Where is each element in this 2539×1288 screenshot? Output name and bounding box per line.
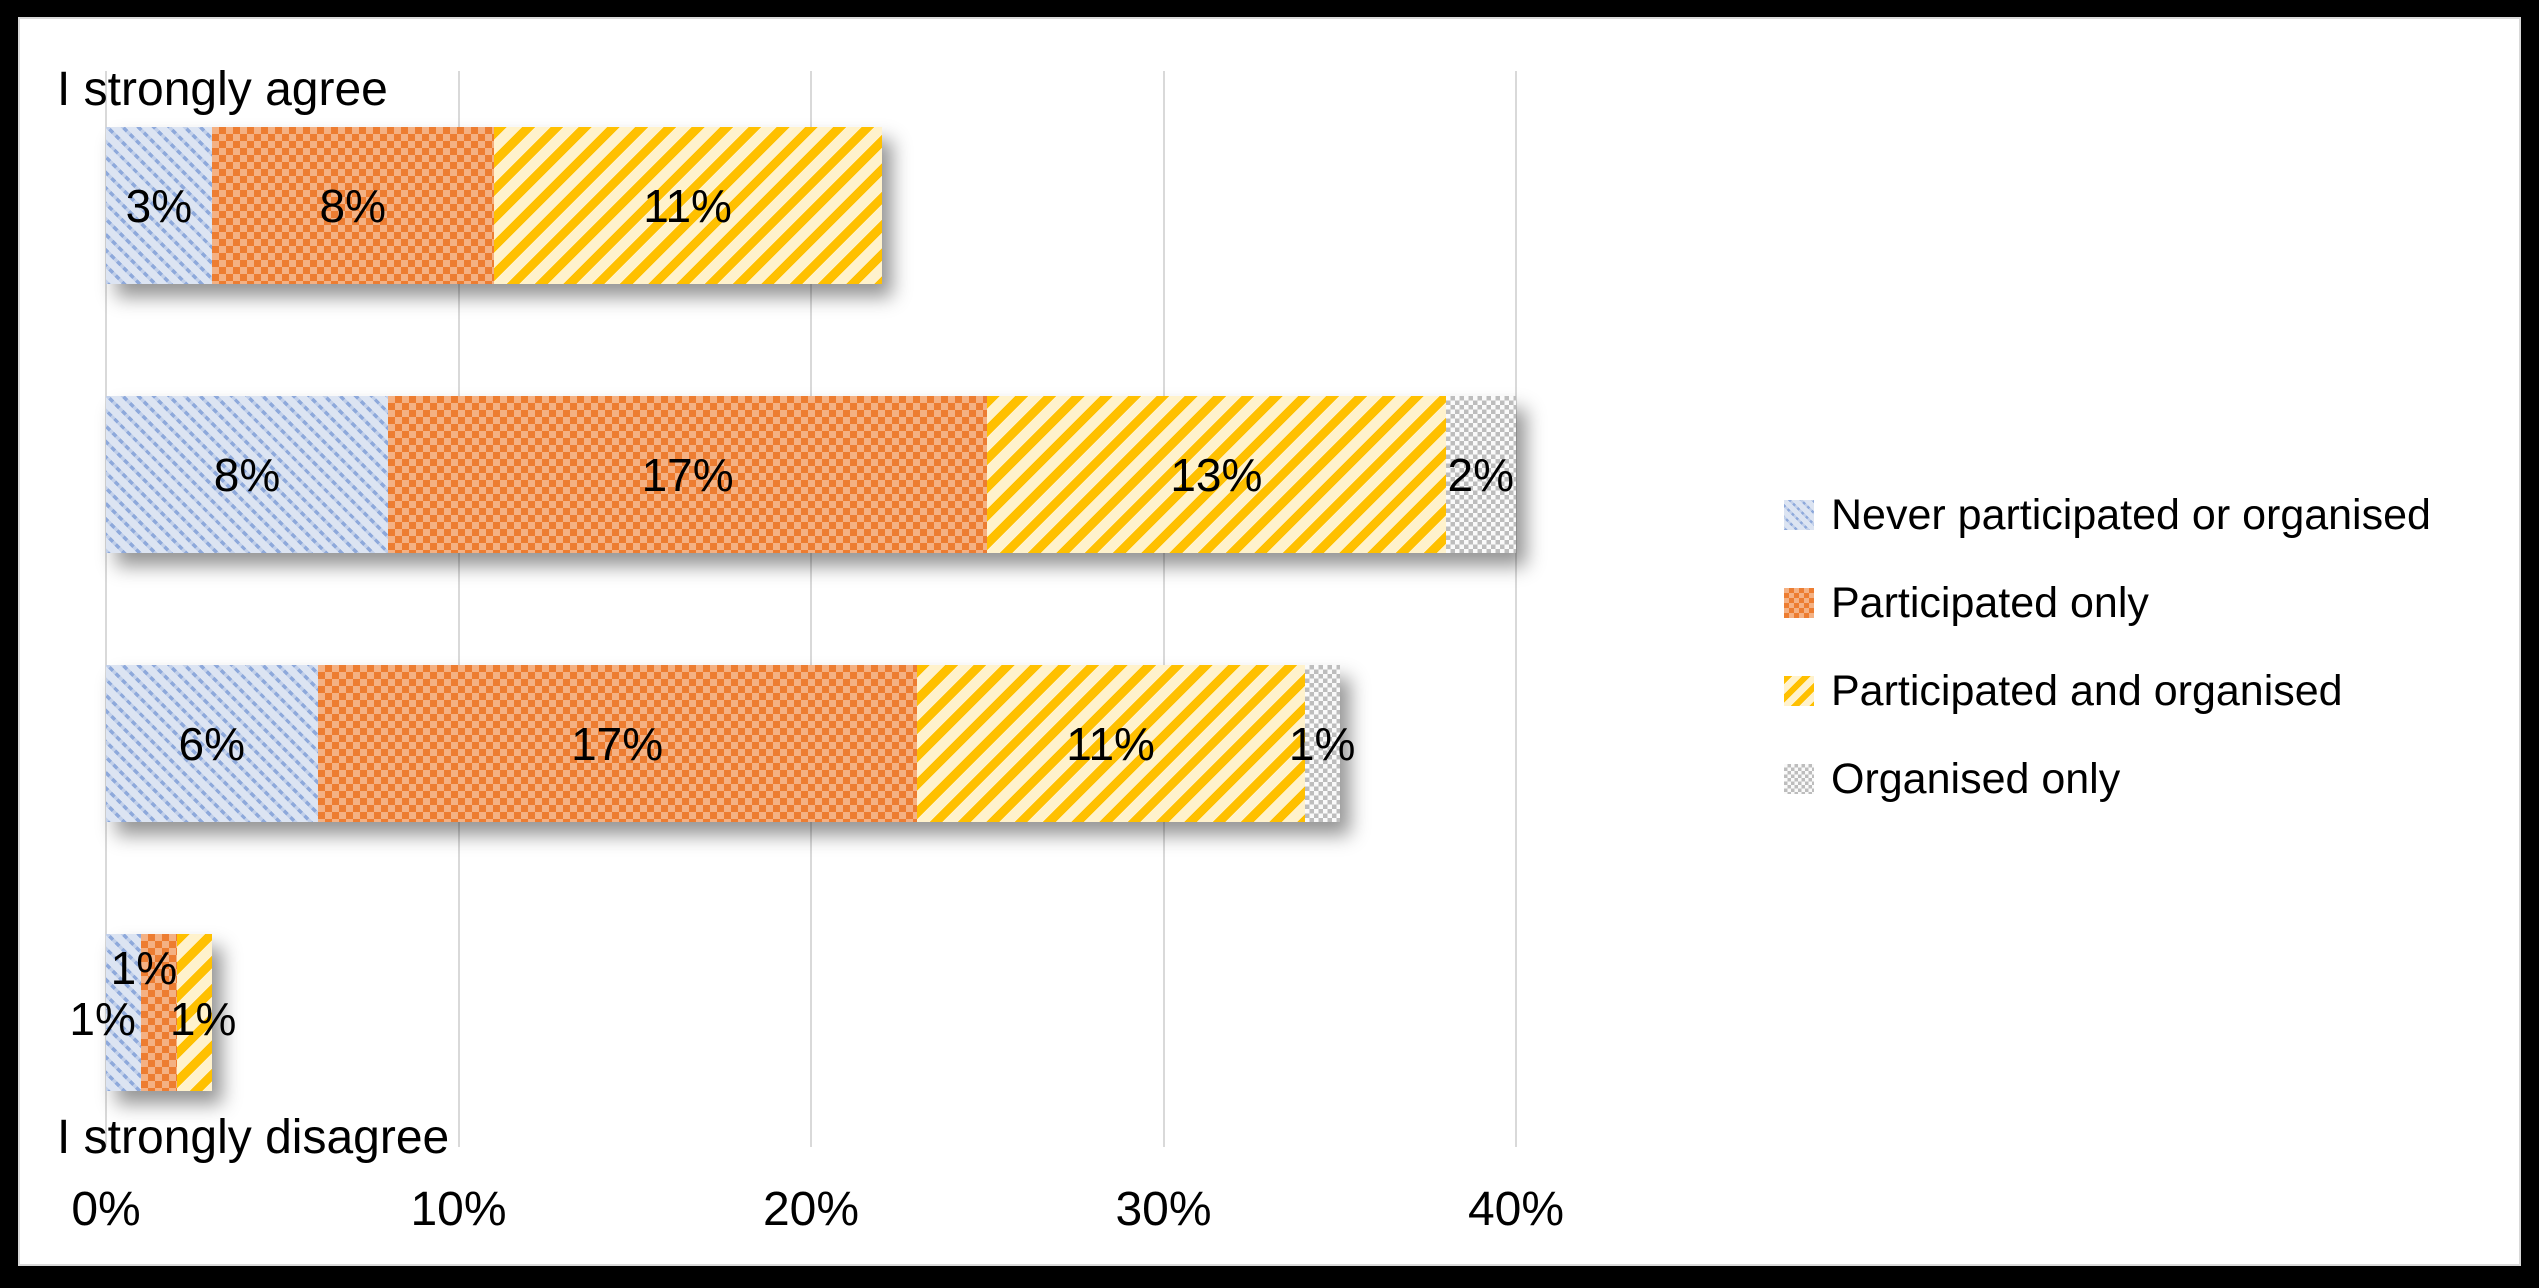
gridline [810, 71, 812, 1147]
legend-swatch-icon [1784, 500, 1814, 530]
legend-swatch-icon [1784, 764, 1814, 794]
x-tick-label: 30% [1115, 1183, 1212, 1236]
legend-swatch-icon [1784, 676, 1814, 706]
bar-segment: 1% [170, 934, 236, 1091]
gridline [1162, 71, 1165, 1147]
legend-item: Participated and organised [1784, 668, 2343, 714]
legend-item: Never participated or organised [1784, 492, 2431, 538]
bar-segment: 1% [111, 934, 177, 1091]
gridline [457, 71, 460, 1147]
bar-segment: 1% [69, 934, 142, 1091]
data-label: 1% [169, 992, 237, 1045]
category-label-bottom: I strongly disagree [57, 1111, 450, 1164]
chart-area: 3% 8% 11% 8% 17% 13% 2% 6% 17% 11% 1% 1% 1% 1% I stro… [18, 17, 2521, 1266]
bar-segment: 8% [106, 396, 388, 553]
bar-segment: 11% [916, 665, 1305, 822]
bar-segment: 13% [987, 396, 1446, 553]
bar-segment: 1% [1289, 665, 1355, 822]
bar-row: 6% 17% 11% 1% [106, 665, 1355, 822]
gridline [1515, 71, 1517, 1147]
bar-segment: 8% [211, 127, 494, 284]
bar-segment: 2% [1445, 396, 1516, 553]
data-label: 1% [69, 992, 136, 1045]
data-label: 1% [110, 941, 178, 994]
bar-segment: 3% [106, 127, 212, 284]
data-label: 11% [643, 179, 732, 232]
bar-row: 1% 1% 1% [69, 934, 236, 1091]
data-label: 2% [1447, 448, 1514, 501]
legend-swatch-icon [1784, 588, 1814, 618]
bar-segment: 17% [317, 665, 917, 822]
bar-row: 8% 17% 13% 2% [106, 396, 1516, 553]
data-label: 3% [125, 179, 193, 232]
category-label-top: I strongly agree [57, 63, 388, 116]
x-tick-label: 20% [762, 1183, 860, 1236]
legend-label: Never participated or organised [1831, 490, 2431, 539]
data-label: 1% [1288, 717, 1356, 770]
bar-segment: 11% [493, 127, 882, 284]
legend-item: Organised only [1784, 756, 2120, 802]
x-tick-label: 0% [71, 1183, 141, 1236]
x-tick-label: 40% [1467, 1183, 1565, 1236]
legend-item: Participated only [1784, 580, 2149, 626]
bar-row: 3% 8% 11% [106, 127, 882, 284]
legend-label: Participated only [1831, 578, 2149, 627]
bar-segment: 17% [388, 396, 988, 553]
data-label: 6% [178, 717, 245, 770]
bar-segment: 6% [106, 665, 318, 822]
legend-label: Organised only [1831, 754, 2121, 803]
data-label: 17% [571, 717, 664, 770]
data-label: 13% [1170, 448, 1263, 501]
data-label: 8% [213, 448, 281, 501]
gridline [105, 71, 107, 1147]
data-label: 8% [319, 179, 386, 232]
data-label: 17% [641, 448, 734, 501]
x-tick-label: 10% [410, 1183, 507, 1236]
legend-label: Participated and organised [1831, 666, 2343, 715]
data-label: 11% [1066, 717, 1155, 770]
